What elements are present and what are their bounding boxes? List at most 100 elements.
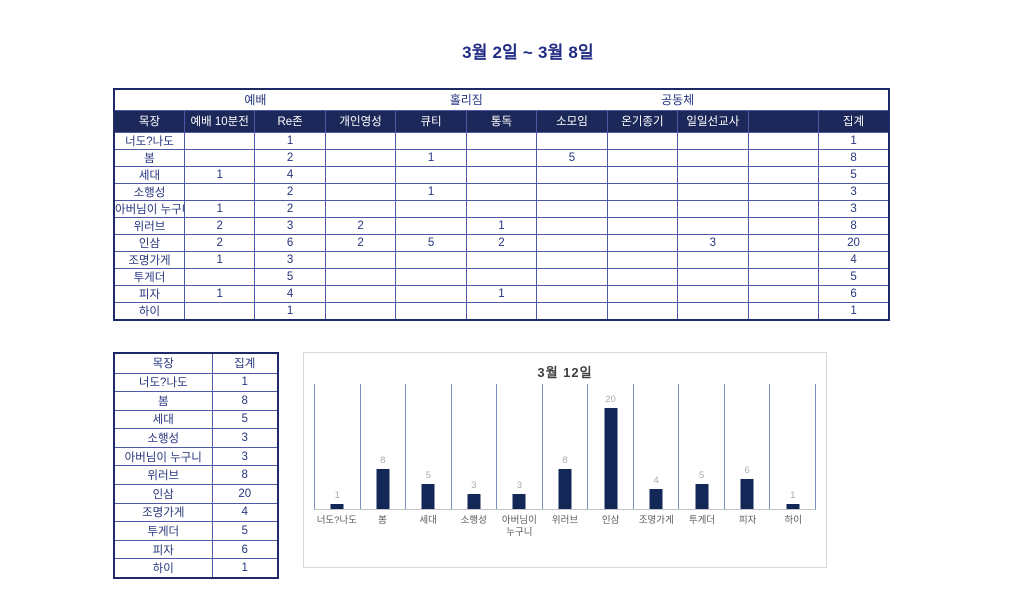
- table-cell: [183, 182, 256, 201]
- table-row: 위러브 8: [113, 465, 279, 486]
- table-cell: 2: [465, 233, 538, 252]
- bar: [421, 483, 435, 509]
- table-cell: [183, 267, 256, 286]
- table-cell: [395, 199, 467, 218]
- total-cell: 20: [211, 484, 279, 504]
- table-cell: [677, 182, 749, 201]
- category-label: 너도?나도: [316, 515, 357, 526]
- column-header: Re존: [254, 109, 326, 133]
- table-cell: 2: [324, 233, 397, 252]
- chart-category-cell: 8: [359, 384, 406, 509]
- row-label: 소행성: [113, 182, 185, 201]
- table-cell: 1: [465, 284, 538, 303]
- category-label: 투게더: [688, 515, 716, 526]
- table-cell: [536, 267, 608, 286]
- table-cell: [536, 182, 608, 201]
- row-label: 봄: [113, 391, 213, 411]
- table-row: 인삼 2 6 2 5 2 3 20: [113, 233, 890, 252]
- row-label: 세대: [113, 409, 213, 430]
- chart-category-labels: 너도?나도 봄 세대 소행성 아버님이 누구니 위러브 인삼 조명가게 투게더 피자 하이: [314, 510, 816, 540]
- table-row: 투게더 5 5: [113, 267, 890, 286]
- row-label: 하이: [113, 558, 213, 579]
- table-cell: [465, 131, 538, 150]
- table-cell: 5: [536, 148, 608, 167]
- table-row: 소행성 2 1 3: [113, 182, 890, 201]
- table-row: 아버님이 누구니12 3: [113, 199, 890, 218]
- table-cell: [677, 199, 749, 218]
- table-cell: [747, 182, 820, 201]
- table-cell: 1: [183, 199, 256, 218]
- table-row: 세대 5: [113, 409, 279, 430]
- chart-category-cell: 1: [314, 384, 360, 509]
- table-cell: [747, 250, 820, 269]
- column-header: 소모임: [536, 109, 608, 133]
- group-header: 예배: [114, 89, 396, 110]
- group-header: 홀리짐: [395, 89, 537, 110]
- row-label: 투게더: [113, 267, 185, 286]
- table-cell: 1: [254, 301, 326, 320]
- table-cell: [677, 216, 749, 235]
- table-cell: [747, 301, 820, 320]
- table-cell: [677, 250, 749, 269]
- table-cell: [183, 131, 256, 150]
- column-header: 예배 10분전: [183, 109, 256, 133]
- table-cell: [324, 148, 397, 167]
- table-cell: [677, 131, 749, 150]
- total-cell: 5: [211, 521, 279, 541]
- row-label: 인삼: [113, 233, 185, 252]
- group-header: 공동체: [536, 89, 819, 110]
- bar-value-label: 6: [744, 464, 750, 476]
- table-cell: [606, 233, 679, 252]
- table-cell: [606, 182, 679, 201]
- row-label: 피자: [113, 539, 213, 560]
- bar-value-label: 5: [699, 469, 705, 481]
- table-cell: [536, 165, 608, 184]
- table-cell: 2: [183, 216, 256, 235]
- row-label: 조명가게: [113, 502, 213, 523]
- table-cell: [747, 148, 820, 167]
- table-cell: [606, 131, 679, 150]
- table-cell: [536, 199, 608, 218]
- main-table-container: 예배 홀리짐 공동체 목장 예배 10분전 Re존 개인영성 큐티 통독 소모임 온기종기 일일선교…: [113, 88, 890, 321]
- bar-chart: 3월 12일 1 8 5 3 3 8 20 4 5 6 1 너도?나도 봄 세대 소행성 아버님이 누구니 위…: [303, 352, 827, 568]
- table-cell: 20: [818, 233, 890, 252]
- summary-table-header-row: 목장 집계: [113, 352, 279, 374]
- table-cell: 2: [254, 148, 326, 167]
- table-cell: [747, 131, 820, 150]
- chart-category-cell: 4: [632, 384, 679, 509]
- row-label: 소행성: [113, 428, 213, 448]
- table-cell: [324, 199, 397, 218]
- row-label: 너도?나도: [113, 131, 185, 150]
- bar: [558, 468, 572, 509]
- chart-category-cell: 3: [450, 384, 497, 509]
- table-cell: [395, 165, 467, 184]
- table-cell: [747, 267, 820, 286]
- table-cell: [324, 165, 397, 184]
- table-cell: [183, 148, 256, 167]
- table-cell: 1: [395, 148, 467, 167]
- table-cell: [606, 301, 679, 320]
- table-cell: 1: [254, 131, 326, 150]
- table-cell: 1: [465, 216, 538, 235]
- column-header: 목장: [113, 352, 213, 374]
- bar: [330, 504, 344, 509]
- table-cell: 4: [818, 250, 890, 269]
- chart-category-cell: 1: [769, 384, 815, 509]
- bar: [786, 504, 800, 509]
- table-cell: [536, 284, 608, 303]
- table-cell: [677, 267, 749, 286]
- table-row: 피자 6: [113, 539, 279, 560]
- total-cell: 3: [211, 428, 279, 448]
- chart-category-cell: 8: [541, 384, 588, 509]
- table-cell: [324, 267, 397, 286]
- category-label: 인삼: [601, 515, 620, 526]
- table-cell: 3: [818, 182, 890, 201]
- bar: [695, 483, 709, 509]
- table-cell: 8: [818, 216, 890, 235]
- total-cell: 8: [211, 465, 279, 486]
- chart-category-cell: 3: [496, 384, 542, 509]
- table-cell: 2: [324, 216, 397, 235]
- bar-value-label: 1: [790, 489, 796, 501]
- table-cell: [395, 131, 467, 150]
- table-cell: [606, 165, 679, 184]
